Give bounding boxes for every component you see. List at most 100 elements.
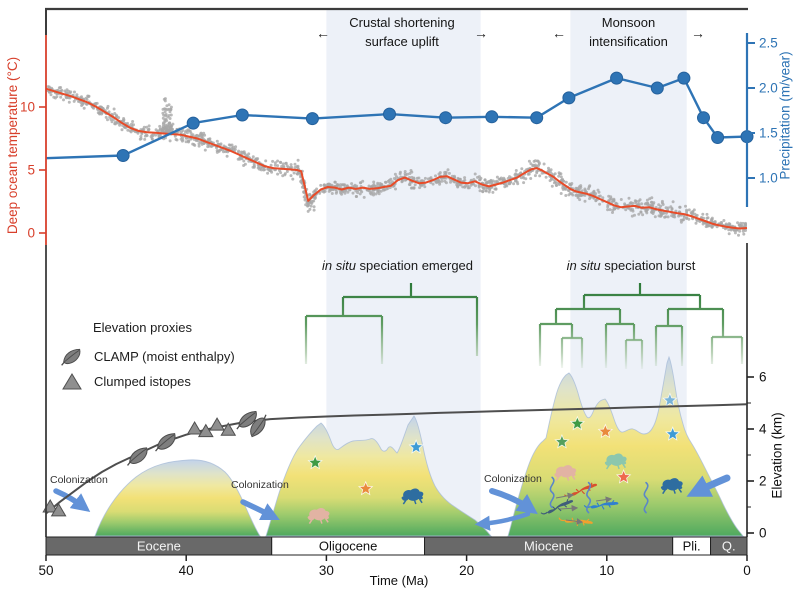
precipitation-point [562, 91, 576, 105]
lizard-glyph [540, 499, 574, 515]
temperature-line [45, 87, 748, 230]
svg-text:1.0: 1.0 [759, 171, 778, 186]
clamp-leaf-marker [236, 410, 257, 430]
svg-text:0: 0 [759, 526, 767, 541]
colonization-arrows [53, 474, 731, 531]
precipitation-point [235, 108, 249, 122]
svg-text:40: 40 [179, 563, 194, 578]
svg-text:Oligocene: Oligocene [319, 539, 378, 554]
star-glyph [357, 480, 374, 496]
svg-text:Q.: Q. [722, 539, 736, 554]
star-glyph [554, 433, 570, 449]
right-arrow-icon: → [691, 24, 705, 41]
svg-text:0: 0 [743, 563, 751, 578]
clamp-leaf-marker [155, 433, 176, 452]
precipitation-point [305, 112, 319, 126]
frog-glyph [307, 508, 330, 524]
legend-item-label: Clumped istopes [94, 374, 191, 389]
speciation-emerged-label: in situ speciation emerged [300, 258, 495, 273]
star-glyph [569, 415, 585, 431]
annotation-line1: Monsoon [601, 15, 656, 30]
legend: Elevation proxies CLAMP (moist enthalpy) [58, 320, 235, 394]
star-glyph [616, 469, 632, 484]
precipitation-point [697, 111, 710, 125]
svg-text:Pli.: Pli. [683, 539, 701, 554]
svg-text:50: 50 [38, 563, 53, 578]
clumped-isotope-marker [50, 502, 67, 517]
lizard-glyph [583, 499, 619, 510]
svg-text:6: 6 [759, 370, 767, 385]
frog-glyph [401, 488, 424, 505]
legend-title: Elevation proxies [93, 320, 192, 335]
clamp-leaf-marker [250, 414, 267, 438]
svg-text:Miocene: Miocene [524, 539, 573, 554]
frog-glyph [604, 453, 627, 470]
svg-text:2.0: 2.0 [759, 81, 778, 96]
insitu-italic: in situ [566, 258, 601, 273]
svg-text:10: 10 [20, 100, 35, 115]
precipitation-point [439, 111, 453, 125]
insitu-rest: speciation burst [600, 258, 696, 273]
legend-item-label: CLAMP (moist enthalpy) [94, 349, 235, 364]
colonization-label-2: Colonization [231, 479, 289, 491]
dispersal-arrows [555, 492, 613, 525]
insitu-italic: in situ [321, 258, 356, 273]
svg-text:0: 0 [27, 226, 35, 241]
axes: 10 5 0 2.5 2.0 1.5 1.0 6 4 2 0 [20, 7, 778, 541]
precipitation-point [711, 131, 725, 144]
annotation-line1: Crustal shortening [349, 15, 455, 30]
snake-glyph [643, 481, 649, 514]
legend-item-clumped: Clumped istopes [58, 369, 235, 394]
star-glyph [408, 439, 424, 454]
precipitation-point [485, 110, 499, 124]
mountain-group [507, 355, 744, 537]
elevation-proxy-curve [42, 403, 748, 517]
svg-text:10: 10 [599, 563, 614, 578]
snake-glyph [549, 476, 555, 509]
precipitation-point [677, 71, 691, 85]
speciation-burst-label: in situ speciation burst [542, 258, 720, 273]
precipitation-point [610, 71, 624, 85]
precipitation-point [650, 81, 664, 95]
frog-glyph [554, 465, 577, 482]
svg-text:Eocene: Eocene [137, 539, 181, 554]
timescale-band [710, 536, 748, 556]
svg-text:20: 20 [459, 563, 474, 578]
leaf-icon [58, 348, 86, 366]
legend-item-clamp: CLAMP (moist enthalpy) [58, 344, 235, 369]
left-arrow-icon: ← [316, 24, 330, 41]
monsoon-annotation: ← Monsoon intensification → [552, 14, 705, 52]
insitu-rest: speciation emerged [355, 258, 474, 273]
frog-glyph [660, 478, 683, 495]
svg-text:30: 30 [319, 563, 334, 578]
clumped-isotope-marker [186, 421, 203, 435]
snake-glyph [586, 481, 592, 514]
triangle-icon [58, 373, 86, 390]
colonization-label-3: Colonization [484, 473, 542, 485]
colonization-label-1: Colonization [50, 474, 108, 486]
star-glyph [307, 454, 323, 470]
svg-text:1.5: 1.5 [759, 126, 778, 141]
crustal-shortening-annotation: ← Crustal shortening surface uplift → [316, 14, 488, 52]
mountain-silhouettes [94, 355, 744, 537]
clumped-isotope-marker [220, 422, 237, 436]
precipitation-point [116, 149, 130, 162]
annotation-line2: intensification [589, 33, 668, 49]
precipitation-point [383, 107, 396, 121]
right-arrow-icon: → [474, 24, 488, 41]
mountain-group [265, 415, 492, 537]
star-glyph [662, 392, 678, 407]
precipitation-line [45, 76, 748, 160]
svg-text:2: 2 [759, 474, 767, 489]
phylogeny-trees [304, 283, 744, 369]
star-glyph [597, 423, 614, 439]
clumped-isotope-marker [209, 417, 225, 431]
precipitation-markers [116, 71, 754, 162]
precipitation-point [530, 111, 544, 125]
time-axis-title: Time (Ma) [369, 573, 429, 588]
mountain-group [94, 459, 261, 537]
svg-text:5: 5 [27, 163, 35, 178]
fauna-flora [307, 392, 683, 527]
